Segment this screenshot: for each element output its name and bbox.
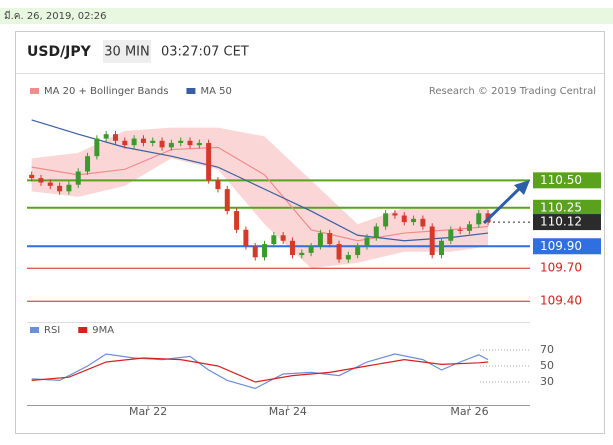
y-tick-label: 70 bbox=[540, 343, 554, 356]
candle-body bbox=[336, 244, 342, 260]
timestamp: มี.ค. 26, 2019, 02:26 bbox=[4, 10, 107, 22]
candle-body bbox=[411, 218, 417, 223]
candle-body bbox=[383, 213, 389, 227]
candle-body bbox=[57, 185, 63, 192]
level-label: 109.70 bbox=[540, 261, 582, 275]
candle-body bbox=[94, 138, 100, 157]
legend-label: RSI bbox=[44, 325, 60, 336]
level-label: 109.40 bbox=[540, 294, 582, 308]
candle-body bbox=[47, 182, 53, 186]
legend-swatch bbox=[30, 327, 39, 333]
series-line bbox=[31, 146, 489, 242]
level-box bbox=[533, 238, 601, 255]
candle-body bbox=[215, 180, 221, 190]
candle-body bbox=[401, 215, 407, 223]
y-tick-label: 30 bbox=[540, 375, 554, 388]
candle-body bbox=[299, 252, 305, 256]
candle-body bbox=[66, 184, 72, 192]
interval-box bbox=[103, 40, 151, 63]
candle-body bbox=[280, 235, 286, 241]
candle-body bbox=[429, 226, 435, 256]
legend-label: MA 20 + Bollinger Bands bbox=[44, 86, 168, 97]
candle-body bbox=[168, 142, 174, 148]
candle-body bbox=[206, 142, 212, 181]
candle-body bbox=[420, 218, 426, 227]
candle-body bbox=[122, 140, 128, 146]
level-label: 109.90 bbox=[540, 239, 582, 253]
forecast-arrow bbox=[482, 184, 524, 225]
candle-body bbox=[234, 211, 240, 230]
credit: Research © 2019 Trading Central bbox=[429, 86, 596, 97]
candle-body bbox=[252, 246, 258, 258]
candle-body bbox=[29, 174, 35, 179]
interval: 30 MIN bbox=[104, 45, 149, 60]
candle-body bbox=[140, 138, 146, 143]
arrow-head bbox=[514, 180, 530, 195]
level-label: 110.25 bbox=[540, 200, 582, 214]
x-tick-label: Mar 26 bbox=[450, 405, 488, 418]
candle-body bbox=[243, 229, 249, 247]
candle-body bbox=[355, 246, 361, 256]
level-label: 110.12 bbox=[540, 215, 582, 229]
series-line bbox=[31, 353, 489, 390]
candle-body bbox=[457, 229, 463, 231]
candle-body bbox=[448, 229, 454, 241]
candle-body bbox=[112, 134, 118, 141]
candle-body bbox=[476, 213, 482, 225]
candle-body bbox=[439, 240, 445, 256]
candle-body bbox=[131, 138, 137, 146]
series-line bbox=[31, 357, 489, 383]
level-label: 110.50 bbox=[540, 173, 582, 187]
x-tick-label: Mar 22 bbox=[129, 405, 167, 418]
candle-body bbox=[373, 226, 379, 238]
candle-body bbox=[103, 134, 109, 139]
candle-body bbox=[75, 171, 81, 185]
candle-body bbox=[271, 235, 277, 245]
candle-body bbox=[150, 140, 156, 143]
candle-body bbox=[466, 224, 472, 231]
level-box bbox=[533, 214, 601, 231]
legend-swatch bbox=[186, 88, 196, 94]
candle-body bbox=[159, 140, 165, 148]
candle-body bbox=[345, 255, 351, 260]
series-line bbox=[31, 119, 489, 242]
level-box bbox=[533, 199, 601, 216]
level-box bbox=[533, 172, 601, 189]
time: 03:27:07 CET bbox=[161, 45, 249, 60]
candle-body bbox=[178, 140, 184, 143]
legend-swatch bbox=[30, 88, 39, 94]
candle-body bbox=[196, 142, 202, 146]
candle-body bbox=[38, 178, 44, 183]
y-tick-label: 50 bbox=[540, 359, 554, 372]
symbol: USD/JPY bbox=[27, 44, 92, 60]
x-tick-label: Mar 24 bbox=[269, 405, 307, 418]
candle-body bbox=[85, 156, 91, 172]
candle-body bbox=[392, 213, 398, 216]
candle-body bbox=[187, 140, 193, 146]
candle-body bbox=[224, 189, 230, 212]
legend-label: 9MA bbox=[92, 325, 114, 336]
candle-body bbox=[317, 233, 323, 247]
legend-swatch bbox=[78, 327, 88, 333]
top-bar bbox=[0, 8, 613, 24]
candle-body bbox=[308, 246, 314, 253]
candle-body bbox=[327, 233, 333, 245]
candle-body bbox=[364, 237, 370, 247]
candle-body bbox=[262, 244, 268, 258]
candle-body bbox=[289, 240, 295, 256]
legend-label: MA 50 bbox=[200, 86, 231, 97]
